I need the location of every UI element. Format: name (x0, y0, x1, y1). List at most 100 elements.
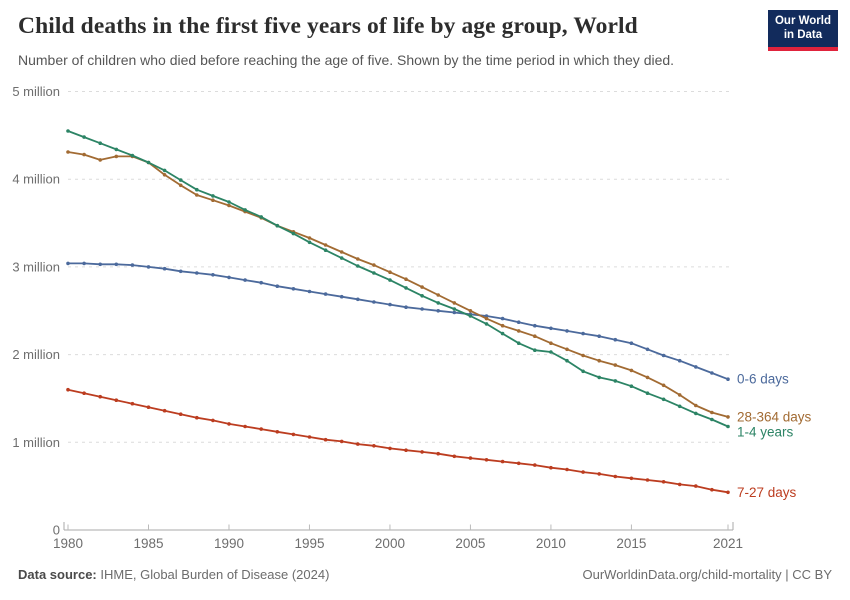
data-point-28-364-days-2018 (677, 393, 682, 397)
data-point-0-6-days-2012 (581, 331, 585, 336)
series-label-28-364-days[interactable]: 28-364 days (737, 409, 812, 424)
data-point-0-6-days-2017 (661, 353, 666, 358)
data-point-7-27-days-2008 (516, 461, 521, 466)
data-point-0-6-days-1980 (66, 261, 70, 266)
data-point-28-364-days-1983 (114, 154, 119, 159)
data-point-7-27-days-1984 (130, 401, 135, 406)
data-point-1-4-years-2013 (597, 375, 601, 380)
data-point-28-364-days-2015 (629, 368, 634, 373)
data-point-1-4-years-2008 (516, 341, 521, 346)
data-point-7-27-days-1991 (243, 424, 247, 429)
data-point-1-4-years-2019 (694, 411, 698, 416)
owid-logo[interactable]: Our World in Data (767, 10, 838, 51)
data-point-7-27-days-2005 (468, 456, 473, 460)
data-point-0-6-days-1985 (146, 265, 151, 269)
data-point-28-364-days-2004 (452, 301, 457, 305)
data-point-1-4-years-2004 (452, 307, 457, 311)
data-point-28-364-days-2014 (613, 363, 618, 367)
series-label-7-27-days[interactable]: 7-27 days (737, 485, 797, 500)
credit-link[interactable]: OurWorldinData.org/child-mortality | CC … (582, 567, 833, 582)
data-point-1-4-years-1991 (243, 208, 247, 212)
data-point-7-27-days-2001 (404, 448, 408, 453)
data-point-1-4-years-1983 (114, 147, 119, 152)
data-point-28-364-days-2005 (468, 309, 473, 313)
data-point-7-27-days-1996 (323, 437, 328, 442)
series-line-1-4-years[interactable] (67, 130, 729, 428)
data-point-7-27-days-1983 (114, 398, 119, 403)
data-point-28-364-days-1997 (339, 250, 344, 254)
data-point-28-364-days-1998 (356, 257, 360, 261)
data-point-7-27-days-1993 (275, 430, 280, 434)
data-point-28-364-days-2020 (710, 410, 714, 415)
data-point-1-4-years-1988 (195, 187, 199, 192)
x-tick-label-2005: 2005 (455, 536, 485, 551)
data-point-1-4-years-1995 (307, 240, 312, 245)
data-point-0-6-days-1983 (114, 262, 119, 267)
series-label-1-4-years[interactable]: 1-4 years (737, 424, 794, 439)
data-point-1-4-years-1999 (372, 271, 376, 275)
data-point-7-27-days-2012 (581, 470, 585, 474)
data-point-0-6-days-2011 (565, 329, 569, 333)
series-label-0-6-days[interactable]: 0-6 days (737, 372, 789, 387)
data-point-28-364-days-1988 (195, 193, 199, 197)
data-point-0-6-days-2018 (677, 358, 682, 363)
data-point-1-4-years-1996 (323, 248, 328, 252)
data-point-0-6-days-1989 (211, 273, 215, 277)
data-point-28-364-days-2013 (597, 358, 601, 363)
data-point-7-27-days-1987 (178, 412, 183, 417)
series-line-28-364-days[interactable] (67, 151, 729, 418)
data-point-1-4-years-1987 (178, 178, 183, 182)
data-point-1-4-years-2005 (468, 314, 473, 318)
data-point-0-6-days-2010 (549, 326, 553, 331)
data-point-28-364-days-1980 (66, 150, 70, 154)
data-point-0-6-days-2021 (726, 377, 730, 382)
data-point-7-27-days-2021 (726, 490, 730, 495)
series-line-7-27-days[interactable] (67, 388, 729, 494)
data-point-28-364-days-1990 (227, 203, 231, 208)
y-tick-label-1-million: 1 million (12, 435, 60, 450)
data-point-7-27-days-1982 (98, 394, 102, 399)
data-point-28-364-days-2000 (388, 270, 392, 275)
data-point-0-6-days-2007 (500, 316, 505, 321)
data-point-7-27-days-1997 (339, 439, 344, 444)
chart-subtitle: Number of children who died before reach… (18, 52, 675, 68)
data-point-1-4-years-1986 (162, 168, 167, 173)
data-point-0-6-days-2008 (516, 320, 521, 325)
owid-logo-line1: Our World (774, 15, 831, 27)
data-point-28-364-days-2010 (549, 341, 553, 346)
data-point-1-4-years-2021 (726, 424, 730, 429)
data-point-7-27-days-2015 (629, 476, 634, 481)
series-line-0-6-days[interactable] (67, 262, 729, 381)
data-point-7-27-days-2014 (613, 474, 618, 479)
data-point-0-6-days-2009 (533, 323, 537, 328)
data-point-1-4-years-2020 (710, 417, 714, 422)
data-point-0-6-days-1988 (195, 271, 199, 275)
data-point-0-6-days-2000 (388, 302, 392, 307)
x-tick-label-2000: 2000 (375, 536, 405, 551)
data-point-1-4-years-2009 (533, 348, 537, 353)
data-point-0-6-days-1981 (82, 261, 86, 266)
data-point-0-6-days-1994 (291, 287, 296, 291)
data-point-28-364-days-2011 (565, 347, 569, 352)
data-point-7-27-days-2010 (549, 465, 553, 470)
y-tick-label-4-million: 4 million (12, 172, 60, 187)
x-tick-label-1990: 1990 (214, 536, 244, 551)
data-point-1-4-years-1984 (130, 153, 135, 158)
data-point-1-4-years-2006 (484, 322, 489, 326)
data-point-7-27-days-2002 (420, 450, 424, 454)
data-point-1-4-years-1993 (275, 223, 280, 228)
data-point-7-27-days-1989 (211, 418, 215, 423)
data-point-28-364-days-2003 (436, 293, 441, 297)
data-point-28-364-days-2009 (533, 334, 537, 339)
data-point-0-6-days-1995 (307, 289, 312, 294)
data-point-0-6-days-2004 (452, 310, 457, 315)
data-point-1-4-years-2007 (500, 331, 505, 336)
data-point-7-27-days-1998 (356, 442, 360, 446)
data-point-0-6-days-1987 (178, 269, 183, 274)
y-tick-label-0: 0 (53, 523, 60, 538)
x-tick-label-1995: 1995 (294, 536, 324, 551)
data-point-28-364-days-2012 (581, 353, 585, 358)
data-point-1-4-years-1985 (146, 160, 151, 165)
data-point-0-6-days-2020 (710, 371, 714, 375)
